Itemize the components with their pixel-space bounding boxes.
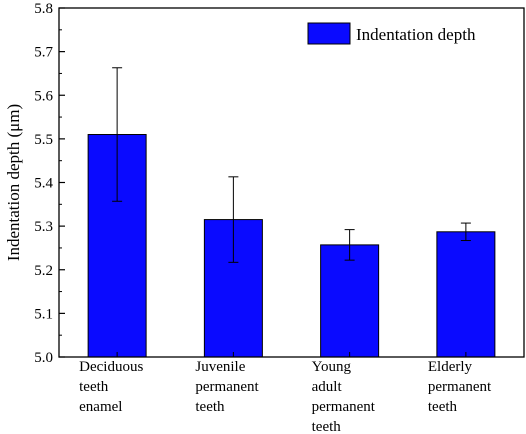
x-tick-label: Juvenile permanent teeth: [195, 359, 259, 415]
legend-label: Indentation depth: [356, 25, 476, 44]
y-axis-title: Indentation depth (μm): [4, 104, 23, 261]
x-tick-label: Elderly permanent teeth: [428, 359, 492, 415]
y-tick-label: 5.0: [34, 350, 53, 366]
axes: Deciduous teeth enamel Juvenile permanent tee…: [34, 1, 525, 434]
y-tick-label: 5.2: [34, 263, 53, 279]
y-tick-label: 5.1: [34, 306, 53, 322]
y-tick-label: 5.3: [34, 219, 53, 235]
legend: Indentation depth: [307, 22, 476, 45]
legend-swatch: [307, 22, 351, 45]
y-tick-label: 5.8: [34, 1, 53, 17]
bar: [436, 231, 496, 358]
x-tick-label: Deciduous teeth enamel: [79, 359, 143, 415]
y-tick-label: 5.4: [34, 176, 53, 192]
y-tick-label: 5.7: [34, 45, 53, 61]
plot-area: [87, 67, 496, 358]
bar: [320, 244, 380, 358]
x-tick-label: Young adult permanent teeth: [312, 359, 376, 434]
y-tick-label: 5.6: [34, 88, 53, 104]
y-tick-label: 5.5: [34, 132, 53, 148]
